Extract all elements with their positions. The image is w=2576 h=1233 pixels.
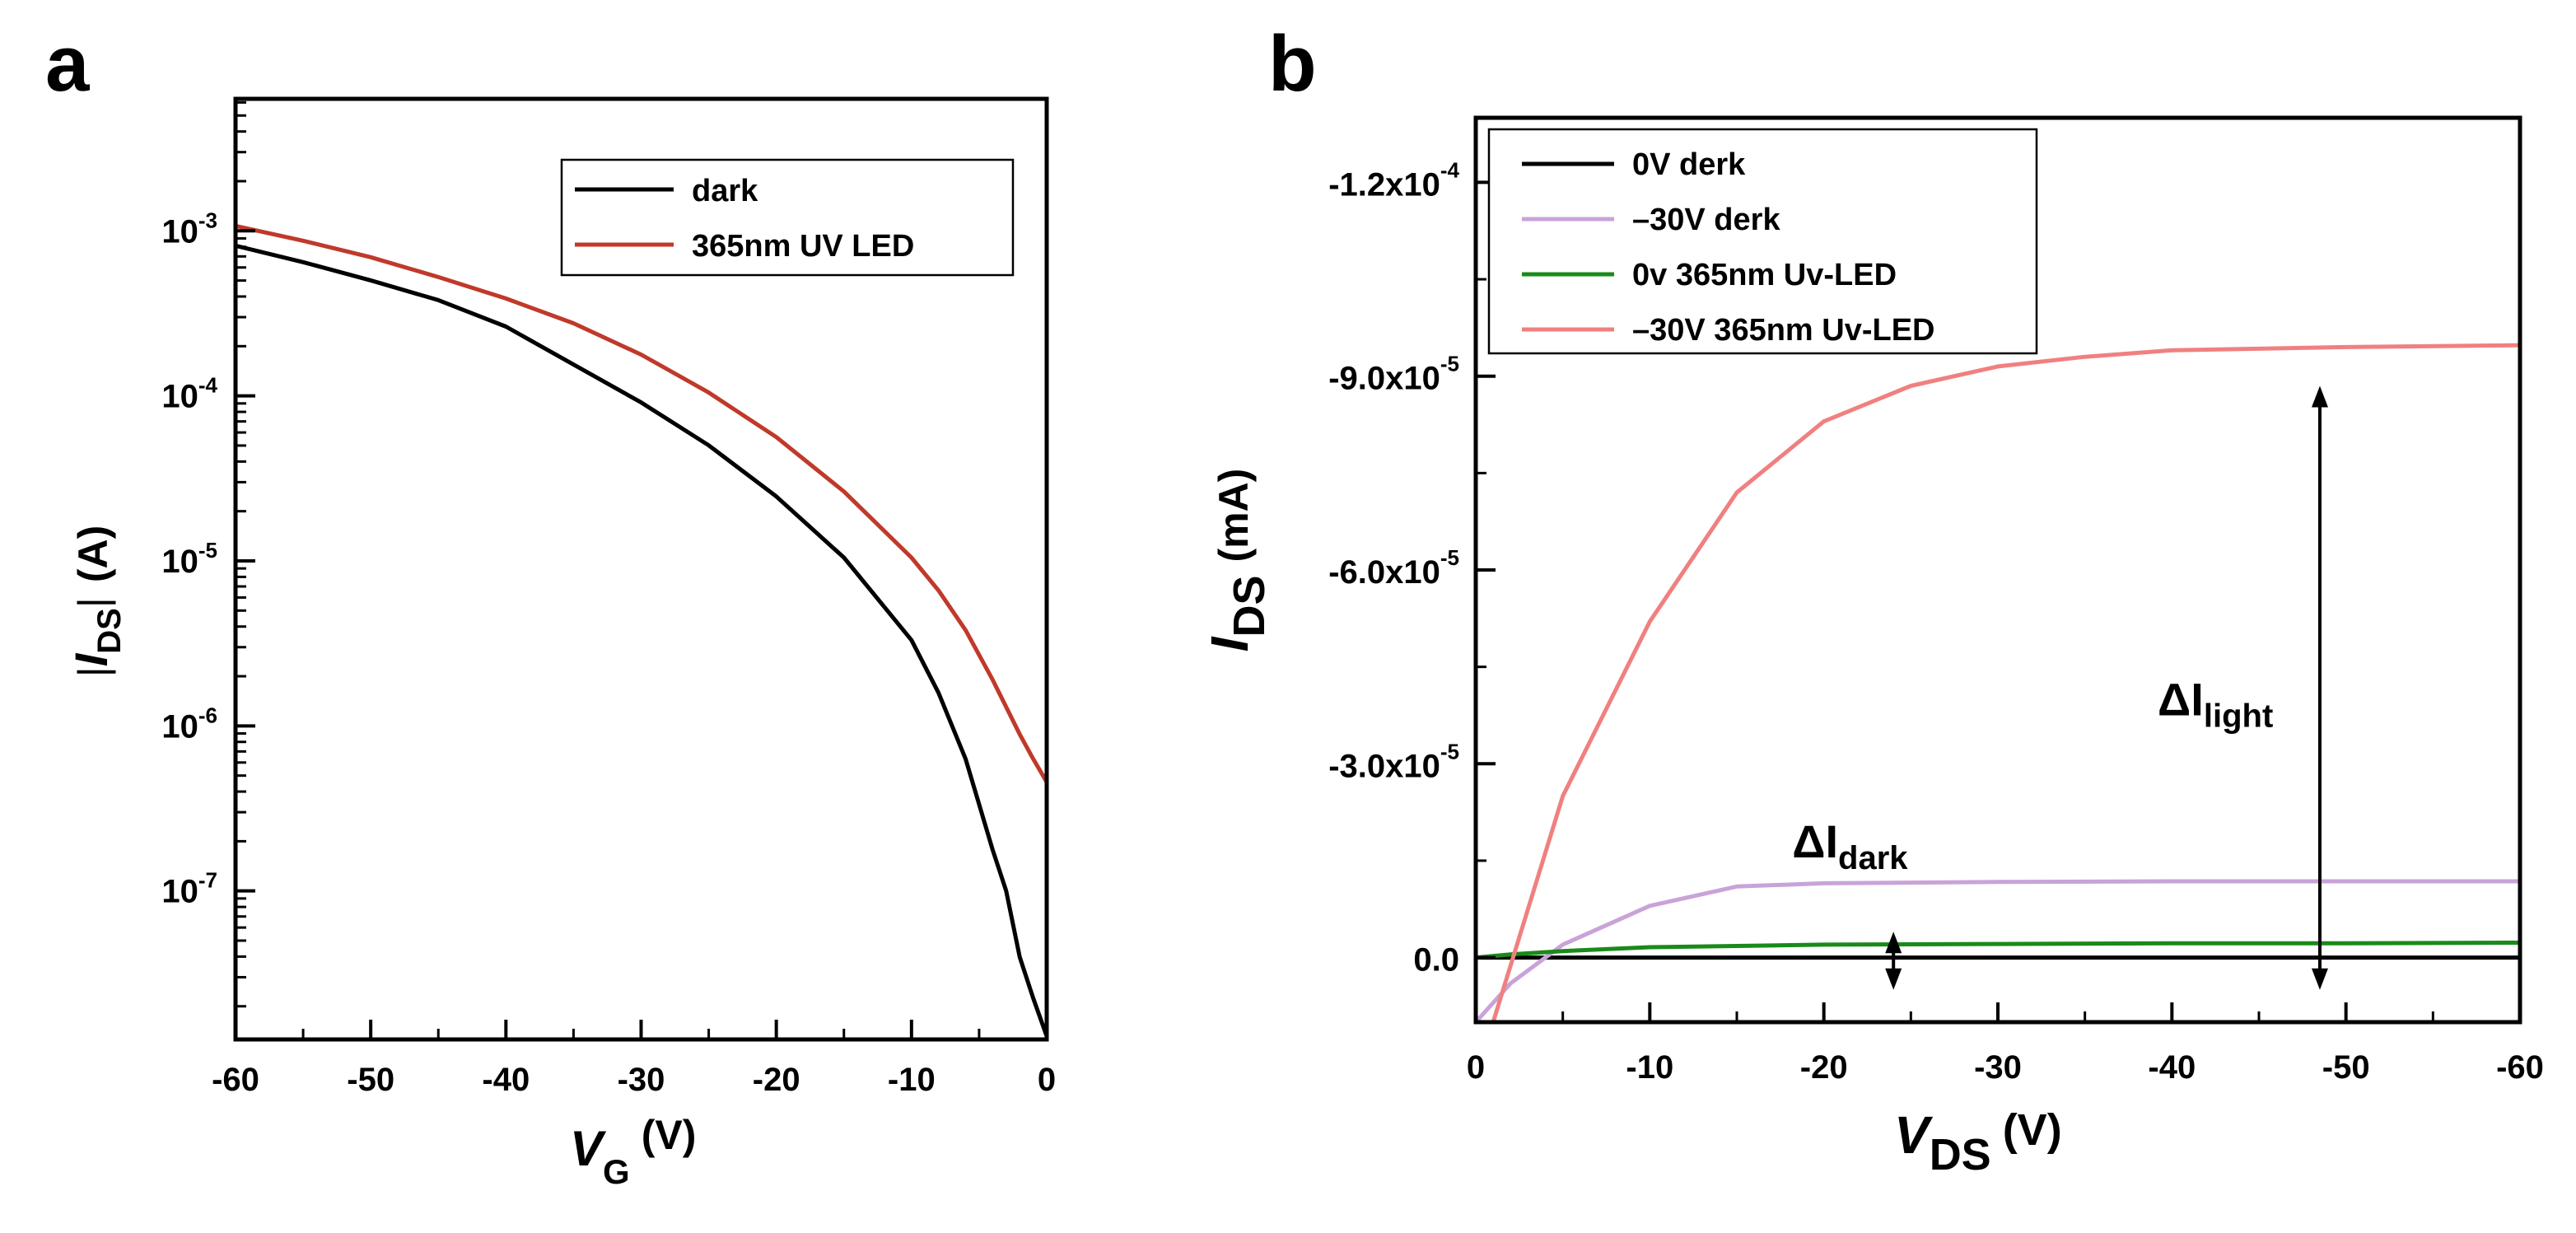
- panel-letter-b: b: [1268, 20, 1317, 108]
- y-tick-label-b: -9.0x10-5: [1328, 352, 1459, 397]
- y-title-b-unit: (mA): [1211, 469, 1257, 563]
- y-tick-base-b: -6.0x10: [1328, 554, 1440, 591]
- y-tick-label-b: -3.0x10-5: [1328, 739, 1459, 784]
- y-title-a-pre: |: [70, 666, 116, 677]
- x-tick-label-b: -30: [1974, 1049, 2022, 1086]
- y-tick-exp-b: -5: [1440, 545, 1459, 570]
- y-tick-label-b: -1.2x10-4: [1328, 157, 1459, 203]
- series-line-30v-derk: [1474, 879, 2520, 1024]
- y-tick-exp-a: -6: [198, 703, 217, 727]
- y-tick-exp-a: -5: [198, 538, 217, 563]
- y-tick-base-a: 10: [161, 544, 198, 580]
- arrow-head-down-delta-i-light: [2311, 968, 2328, 990]
- x-tick-label-b: -10: [1626, 1049, 1673, 1086]
- y-tick-label-a: 10-5: [161, 538, 217, 580]
- y-tick-exp-a: -4: [198, 373, 218, 398]
- x-tick-label-a: -50: [347, 1062, 394, 1098]
- x-tick-label-a: -20: [753, 1062, 800, 1098]
- y-tick-label-b: -6.0x10-5: [1328, 545, 1459, 591]
- chart-a-legend: dark 365nm UV LED: [560, 158, 1015, 277]
- y-title-b-sub: DS: [1225, 576, 1274, 638]
- panel-letter-a: a: [45, 20, 90, 108]
- y-tick-label-a: 10-3: [161, 208, 217, 250]
- series-line-dark: [235, 243, 1049, 1037]
- y-tick-base-a: 10: [161, 379, 198, 415]
- y-tick-exp-b: -5: [1440, 739, 1459, 764]
- y-tick-base-b: -3.0x10: [1328, 748, 1440, 784]
- legend-label-30v-derk: –30V derk: [1632, 203, 1780, 237]
- chart-b-x-axis-title: VDS (V): [1894, 1105, 2062, 1179]
- x-tick-label-a: -30: [618, 1062, 665, 1098]
- y-tick-base-a: 10: [161, 708, 198, 745]
- label-main-delta-i-light: ΔI: [2158, 673, 2204, 725]
- label-delta-i-light: ΔIlight: [2158, 673, 2273, 734]
- y-tick-label-a: 10-4: [161, 373, 217, 415]
- y-tick-base-a: 10: [161, 874, 198, 910]
- series-line-30v-365nm-uv-led: [1491, 343, 2521, 1023]
- x-title-a-sub: G: [603, 1152, 630, 1191]
- chart-a: -60 -50 -40 -30 -20 -10 010-310-410-510-610-7 …: [65, 96, 1056, 1191]
- legend-label-0v-uv-led: 0v 365nm Uv-LED: [1632, 258, 1897, 292]
- arrow-head-up-delta-i-dark: [1885, 932, 1902, 954]
- x-title-a-unit: (V): [642, 1112, 697, 1158]
- y-tick-label-b: 0.0: [1413, 942, 1459, 978]
- y-tick-label-a: 10-7: [161, 868, 217, 910]
- x-tick-label-b: -20: [1800, 1049, 1848, 1086]
- legend-label-30v-uv-led: –30V 365nm Uv-LED: [1632, 313, 1935, 348]
- x-tick-label-a: -10: [888, 1062, 936, 1098]
- y-tick-base-b: 0.0: [1413, 942, 1459, 978]
- y-title-a-unit: (A): [70, 525, 116, 582]
- y-title-a-sub: DS: [91, 608, 128, 654]
- x-title-b-unit: (V): [2003, 1105, 2062, 1155]
- y-tick-label-a: 10-6: [161, 703, 217, 745]
- y-title-a-post: |: [70, 597, 116, 608]
- x-title-a-main: V: [570, 1121, 607, 1176]
- y-tick-exp-a: -7: [198, 868, 217, 893]
- label-sub-delta-i-dark: dark: [1838, 840, 1908, 876]
- y-title-a-main: I: [65, 652, 117, 666]
- chart-b-legend: 0V derk –30V derk 0v 365nm Uv-LED –30V 3…: [1487, 128, 2038, 355]
- x-tick-label-b: 0: [1467, 1049, 1485, 1086]
- x-tick-label-a: -40: [482, 1062, 530, 1098]
- series-line-0v-365nm-uv-led: [1475, 941, 2521, 960]
- chart-a-x-axis-title: VG (V): [570, 1112, 696, 1191]
- y-tick-exp-b: -5: [1440, 352, 1459, 376]
- legend-label-0v-derk: 0V derk: [1632, 147, 1746, 182]
- series-line-365nm-uv-led: [235, 223, 1049, 783]
- x-tick-label-b: -40: [2148, 1049, 2196, 1086]
- chart-b: 0 -10 -20 -30 -40 -50 -600.0-3.0x10-5-6.0x10-5…: [1200, 115, 2544, 1179]
- y-tick-exp-b: -4: [1440, 157, 1460, 182]
- label-main-delta-i-dark: ΔI: [1792, 815, 1838, 867]
- y-tick-base-a: 10: [161, 213, 198, 250]
- legend-label-dark: dark: [692, 174, 758, 208]
- label-delta-i-dark: ΔIdark: [1792, 815, 1908, 876]
- x-tick-label-a: -60: [212, 1062, 259, 1098]
- x-tick-label-a: 0: [1038, 1062, 1056, 1098]
- y-tick-base-b: -1.2x10: [1328, 166, 1440, 203]
- arrow-head-up-delta-i-light: [2311, 385, 2328, 408]
- legend-label-uv-led: 365nm UV LED: [692, 229, 914, 264]
- x-tick-label-b: -50: [2322, 1049, 2370, 1086]
- chart-b-legend-box: [1487, 128, 2038, 355]
- y-tick-exp-a: -3: [198, 208, 217, 232]
- y-tick-base-b: -9.0x10: [1328, 361, 1440, 397]
- chart-a-legend-box: [560, 158, 1015, 277]
- y-title-b-main: I: [1200, 636, 1259, 652]
- x-title-b-main: V: [1894, 1105, 1934, 1165]
- chart-b-y-axis-title: IDS (mA): [1200, 469, 1274, 652]
- x-title-b-sub: DS: [1930, 1130, 1991, 1179]
- x-tick-label-b: -60: [2496, 1049, 2544, 1086]
- label-sub-delta-i-light: light: [2204, 698, 2273, 734]
- arrow-head-down-delta-i-dark: [1885, 968, 1902, 990]
- chart-a-y-axis-title: |IDS|(A): [65, 525, 128, 678]
